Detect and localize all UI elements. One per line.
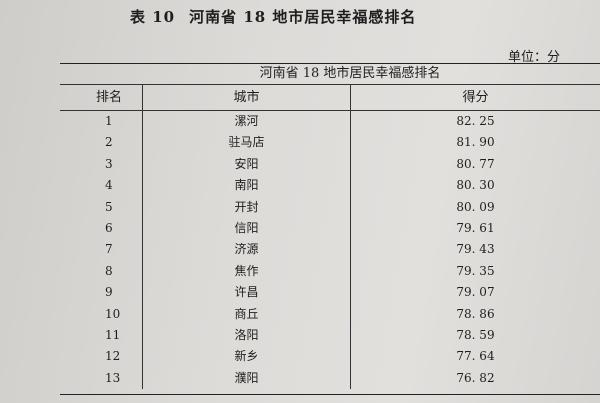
cell-city: 信阳 <box>142 217 351 240</box>
cell-score: 80. 30 <box>456 178 495 193</box>
cell-score: 81. 90 <box>456 135 495 150</box>
cell-rank: 11 <box>105 327 121 342</box>
cell-city: 焦作 <box>142 260 351 283</box>
cell-score: 80. 09 <box>456 199 495 214</box>
top-rule <box>60 63 600 64</box>
cell-city: 南阳 <box>142 175 351 197</box>
table-row: 4 南阳 80. 30 <box>60 175 600 197</box>
table-title: 表 10 河南省 18 地市居民幸福感排名 <box>130 6 416 27</box>
cell-rank: 8 <box>105 263 113 278</box>
unit-label: 单位：分 <box>507 50 560 65</box>
cell-city: 济源 <box>142 239 351 261</box>
cell-score: 82. 25 <box>456 114 495 128</box>
cell-rank: 2 <box>105 135 113 150</box>
header-score: 得分 <box>462 90 489 105</box>
cell-score: 79. 07 <box>456 285 495 300</box>
cell-rank: 1 <box>105 114 113 128</box>
table-row: 9 许昌 79. 07 <box>60 282 600 304</box>
cell-city: 新乡 <box>142 346 351 368</box>
table-body: 1 漯河 82. 25 2 驻马店 81. 90 3 安阳 80. 77 4 南阳 80. 30 5 开封… <box>60 111 600 390</box>
table-title-text: 河南省 18 地市居民幸福感排名 <box>189 8 417 26</box>
cell-score: 77. 64 <box>456 349 495 364</box>
table-row: 3 安阳 80. 77 <box>60 153 600 176</box>
cell-score: 76. 82 <box>456 370 495 385</box>
cell-score: 79. 35 <box>456 263 495 278</box>
cell-rank: 4 <box>105 178 113 193</box>
cell-score: 78. 86 <box>456 306 495 321</box>
table-row: 11 洛阳 78. 59 <box>60 324 600 347</box>
cell-city: 许昌 <box>142 282 351 304</box>
header-rank: 排名 <box>96 90 123 105</box>
table-row: 1 漯河 82. 25 <box>60 111 600 133</box>
cell-rank: 13 <box>105 370 121 385</box>
cell-city: 开封 <box>142 196 351 218</box>
table-row: 7 济源 79. 43 <box>60 239 600 261</box>
cell-rank: 7 <box>105 242 113 257</box>
header-city: 城市 <box>142 85 351 110</box>
cell-city: 洛阳 <box>142 324 351 347</box>
cell-rank: 3 <box>105 156 113 171</box>
cell-score: 78. 59 <box>456 327 495 342</box>
cell-rank: 6 <box>105 220 113 235</box>
cell-rank: 5 <box>105 199 113 214</box>
table-row: 6 信阳 79. 61 <box>60 217 600 240</box>
cell-city: 濮阳 <box>142 367 351 390</box>
table-row: 2 驻马店 81. 90 <box>60 132 600 154</box>
table-row: 12 新乡 77. 64 <box>60 346 600 368</box>
cell-city: 漯河 <box>142 111 351 133</box>
header-row: 排名 城市 得分 <box>60 85 600 111</box>
cell-rank: 12 <box>105 349 121 364</box>
table-caption: 河南省 18 地市居民幸福感排名 <box>60 64 600 85</box>
cell-city: 商丘 <box>142 303 351 325</box>
table-row: 13 濮阳 76. 82 <box>60 367 600 390</box>
table-row: 8 焦作 79. 35 <box>60 260 600 283</box>
table-number: 表 10 <box>130 8 176 26</box>
cell-rank: 9 <box>105 285 113 300</box>
cell-city: 驻马店 <box>142 132 351 154</box>
ranking-table: 河南省 18 地市居民幸福感排名 排名 城市 得分 1 漯河 82. 25 2 驻马店 8… <box>60 64 600 390</box>
cell-score: 79. 43 <box>456 242 495 257</box>
cell-score: 79. 61 <box>456 220 495 235</box>
cell-city: 安阳 <box>142 153 351 176</box>
bottom-rule <box>60 394 600 395</box>
table-row: 10 商丘 78. 86 <box>60 303 600 325</box>
table-row: 5 开封 80. 09 <box>60 196 600 218</box>
cell-rank: 10 <box>105 306 121 321</box>
cell-score: 80. 77 <box>456 156 495 171</box>
